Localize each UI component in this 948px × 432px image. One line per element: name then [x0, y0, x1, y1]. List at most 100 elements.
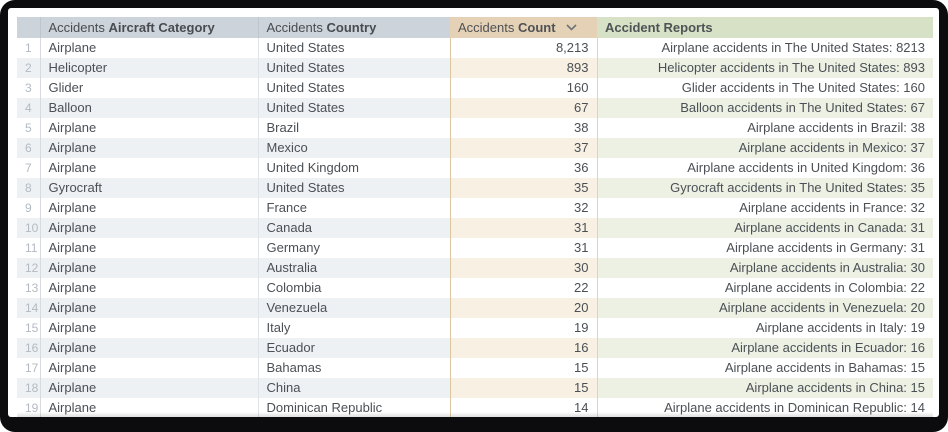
cell-country: China: [257, 378, 450, 398]
cell-aircraft-category: Airplane: [40, 338, 258, 358]
table-row[interactable]: 1 Airplane United States 8,213 Airplane …: [17, 38, 933, 58]
cell-aircraft-category: Airplane: [40, 258, 258, 278]
table-row[interactable]: 16 Airplane Ecuador 16 Airplane accident…: [17, 338, 933, 358]
table-row[interactable]: 6 Airplane Mexico 37 Airplane accidents …: [17, 138, 933, 158]
cell-accident-report: Airplane accidents in China: 15: [597, 378, 933, 398]
header-count-name: Count: [518, 20, 556, 35]
table-row[interactable]: 14 Airplane Venezuela 20 Airplane accide…: [17, 298, 933, 318]
cell-aircraft-category: Airplane: [48, 200, 97, 215]
cell-accident-report: Airplane accidents in Venezuela: 20: [597, 298, 933, 318]
cell-aircraft-category: Helicopter: [40, 58, 258, 78]
table-row[interactable]: 12 Airplane Australia 30 Airplane accide…: [17, 258, 933, 278]
cell-accident-report: Airplane accidents in Ecuador: 16: [597, 338, 933, 358]
table-row[interactable]: 2 Helicopter United States 893 Helicopte…: [17, 58, 933, 78]
cell-country: France: [257, 198, 450, 218]
cell-accident-report: Airplane accidents in Canada: 31: [597, 218, 933, 238]
header-country[interactable]: Accidents Country: [258, 17, 450, 38]
data-grid: Accidents Aircraft Category Accidents Co…: [17, 17, 933, 417]
cell-count: 8,213: [449, 38, 598, 58]
cell-aircraft-category: Airplane: [40, 138, 258, 158]
cell-row-number: 15: [17, 318, 41, 338]
cell-accident-report: Airplane accidents in Italy: 19: [755, 320, 925, 335]
cell-accident-report: Airplane accidents in The United States:…: [661, 40, 925, 55]
cell-count: 30: [449, 258, 598, 278]
cell-country: United States: [257, 178, 450, 198]
cell-accident-report: Airplane accidents in Bahamas: 15: [724, 360, 925, 375]
cell-country: United Kingdom: [257, 158, 450, 178]
cell-aircraft-category: Glider: [48, 80, 84, 95]
table-row[interactable]: 18 Airplane China 15 Airplane accidents …: [17, 378, 933, 398]
table-row[interactable]: 3 Glider United States 160 Glider accide…: [17, 78, 933, 98]
cell-accident-report: Airplane accidents in Colombia: 22: [724, 280, 925, 295]
cell-count: 19: [449, 318, 598, 338]
cell-count: 22: [449, 278, 598, 298]
cell-count: 37: [449, 138, 598, 158]
table-row[interactable]: 10 Airplane Canada 31 Airplane accidents…: [17, 218, 933, 238]
table-row[interactable]: 9 Airplane France 32 Airplane accidents …: [17, 198, 933, 218]
cell-aircraft-category: Airplane: [48, 240, 97, 255]
cell-country: United States: [257, 38, 450, 58]
cell-aircraft-category: Airplane: [48, 160, 97, 175]
cell-row-number: 10: [17, 218, 41, 238]
cell-aircraft-category: Airplane: [48, 360, 97, 375]
cell-country: Germany: [257, 238, 450, 258]
cell-country: Italy: [257, 318, 450, 338]
cell-accident-report: Airplane accidents in United Kingdom: 36: [687, 160, 925, 175]
table-row[interactable]: 15 Airplane Italy 19 Airplane accidents …: [17, 318, 933, 338]
header-row: Accidents Aircraft Category Accidents Co…: [17, 17, 933, 38]
cell-row-number: 19: [17, 398, 41, 417]
cell-count: 36: [449, 158, 598, 178]
cell-aircraft-category: Airplane: [40, 298, 258, 318]
cell-country: Venezuela: [257, 298, 450, 318]
cell-count: 15: [449, 358, 598, 378]
table-row[interactable]: 13 Airplane Colombia 22 Airplane acciden…: [17, 278, 933, 298]
cell-count: 35: [449, 178, 598, 198]
cell-country: United States: [257, 58, 450, 78]
cell-accident-report: Helicopter accidents in The United State…: [597, 58, 933, 78]
cell-country: Ecuador: [257, 338, 450, 358]
cell-row-number: 5: [17, 118, 41, 138]
sort-descending-chevron-icon[interactable]: [566, 17, 577, 37]
accidents-table: Accidents Aircraft Category Accidents Co…: [17, 17, 933, 417]
cell-country: United States: [257, 78, 450, 98]
cell-country: Canada: [257, 218, 450, 238]
cell-aircraft-category: Airplane: [40, 218, 258, 238]
cell-row-number: 17: [17, 358, 41, 378]
header-accident-reports[interactable]: Accident Reports: [597, 17, 933, 38]
cell-country: Colombia: [257, 278, 450, 298]
cell-row-number: 14: [17, 298, 41, 318]
table-row[interactable]: 7 Airplane United Kingdom 36 Airplane ac…: [17, 158, 933, 178]
cell-row-number: 13: [17, 278, 41, 298]
table-row[interactable]: 19 Airplane Dominican Republic 14 Airpla…: [17, 398, 933, 417]
header-aircraft-category-name: Aircraft Category: [108, 19, 215, 35]
cell-accident-report: Airplane accidents in France: 32: [739, 200, 925, 215]
cell-row-number: 8: [17, 178, 41, 198]
table-row[interactable]: 8 Gyrocraft United States 35 Gyrocraft a…: [17, 178, 933, 198]
cell-accident-report: Balloon accidents in The United States: …: [597, 98, 933, 118]
cell-aircraft-category: Airplane: [48, 320, 97, 335]
header-aircraft-category[interactable]: Accidents Aircraft Category: [40, 17, 259, 38]
cell-count: 31: [449, 218, 598, 238]
header-country-name: Country: [326, 19, 377, 35]
table-row[interactable]: 4 Balloon United States 67 Balloon accid…: [17, 98, 933, 118]
cell-row-number: 12: [17, 258, 41, 278]
table-body: 1 Airplane United States 8,213 Airplane …: [17, 38, 933, 417]
cell-country: Australia: [257, 258, 450, 278]
header-count[interactable]: Accidents Count: [450, 17, 597, 38]
cell-count: 14: [449, 398, 598, 417]
cell-count: 31: [449, 238, 598, 258]
table-row[interactable]: 5 Airplane Brazil 38 Airplane accidents …: [17, 118, 933, 138]
data-grid-card: Accidents Aircraft Category Accidents Co…: [8, 8, 939, 417]
header-row-number: [17, 17, 41, 38]
cell-count: 67: [449, 98, 598, 118]
cell-row-number: 9: [17, 198, 41, 218]
cell-count: 160: [449, 78, 598, 98]
table-row[interactable]: 17 Airplane Bahamas 15 Airplane accident…: [17, 358, 933, 378]
table-row[interactable]: 11 Airplane Germany 31 Airplane accident…: [17, 238, 933, 258]
cell-accident-report: Airplane accidents in Australia: 30: [597, 258, 933, 278]
cell-accident-report: Gyrocraft accidents in The United States…: [597, 178, 933, 198]
cell-count: 15: [449, 378, 598, 398]
cell-aircraft-category: Gyrocraft: [40, 178, 258, 198]
cell-count: 20: [449, 298, 598, 318]
